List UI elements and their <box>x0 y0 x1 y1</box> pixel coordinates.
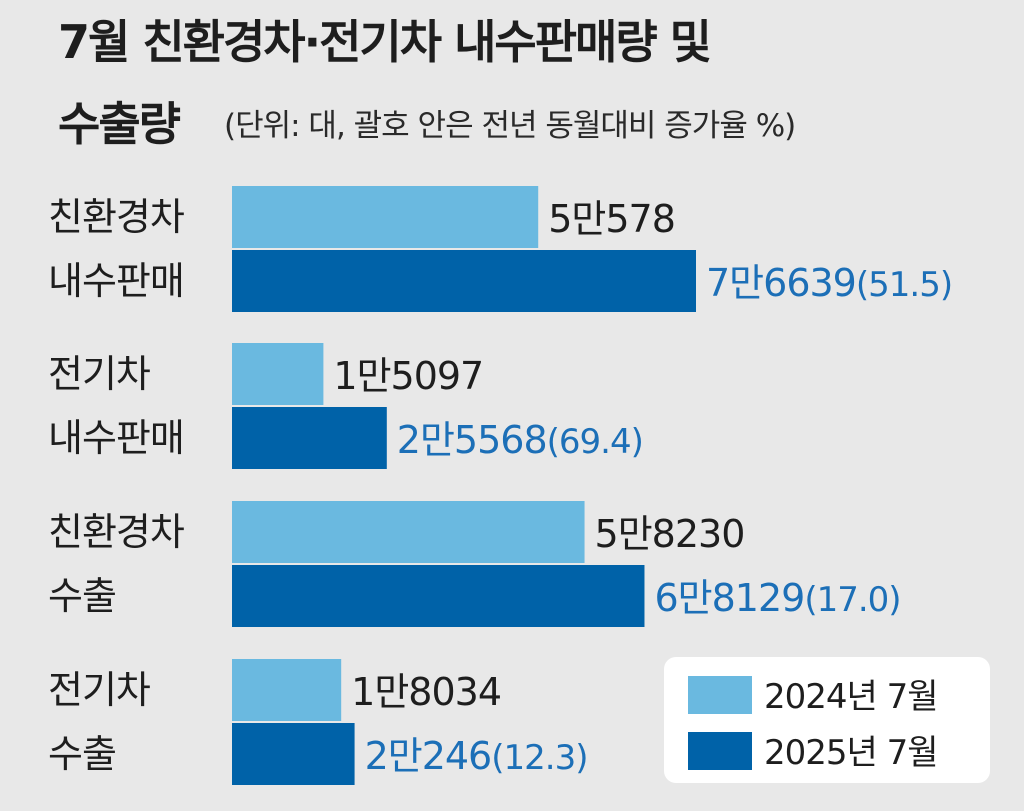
unit-note: (단위: 대, 괄호 안은 전년 동월대비 증가율 %) <box>224 108 796 144</box>
data-label-2024: 5만8230 <box>595 512 745 556</box>
bar-2025 <box>232 723 355 785</box>
data-label-2024: 1만8034 <box>351 670 501 714</box>
legend-swatch-2024 <box>688 676 752 714</box>
data-value-2025: 2만246 <box>365 734 492 778</box>
data-label-2025: 2만5568(69.4) <box>397 418 643 462</box>
data-value-2025: 7만6639 <box>706 261 856 305</box>
legend-swatch-2025 <box>688 732 752 770</box>
bar-2025 <box>232 407 387 469</box>
category-label: 친환경차 <box>48 510 184 554</box>
category-label: 수출 <box>48 732 116 776</box>
chart-title-line1: 7월 친환경차·전기차 내수판매량 및 <box>58 15 712 69</box>
data-label-2025: 2만246(12.3) <box>365 734 588 778</box>
data-label-2025: 7만6639(51.5) <box>706 261 952 305</box>
bar-2025 <box>232 565 645 627</box>
growth-rate-label: (69.4) <box>547 422 643 462</box>
data-label-2024: 1만5097 <box>333 354 483 398</box>
bar-2024 <box>232 659 342 721</box>
bar-2024 <box>232 501 585 563</box>
category-label: 친환경차 <box>48 195 184 239</box>
data-label-2025: 6만8129(17.0) <box>654 576 900 620</box>
data-value-2025: 2만5568 <box>397 418 547 462</box>
category-label: 내수판매 <box>48 416 184 460</box>
bar-2024 <box>232 186 539 248</box>
category-label: 수출 <box>48 574 116 618</box>
growth-rate-label: (12.3) <box>491 738 587 778</box>
growth-rate-label: (17.0) <box>804 580 900 620</box>
category-label: 전기차 <box>48 668 150 712</box>
data-label-2024: 5만578 <box>548 197 675 241</box>
data-value-2025: 6만8129 <box>654 576 804 620</box>
bar-2024 <box>232 343 324 405</box>
category-label: 내수판매 <box>48 259 184 303</box>
growth-rate-label: (51.5) <box>856 265 952 305</box>
chart-title-line2: 수출량 <box>58 97 181 151</box>
bar-2025 <box>232 250 696 312</box>
category-label: 전기차 <box>48 352 150 396</box>
legend-label-2025: 2025년 7월 <box>764 733 938 773</box>
legend-label-2024: 2024년 7월 <box>764 677 938 717</box>
